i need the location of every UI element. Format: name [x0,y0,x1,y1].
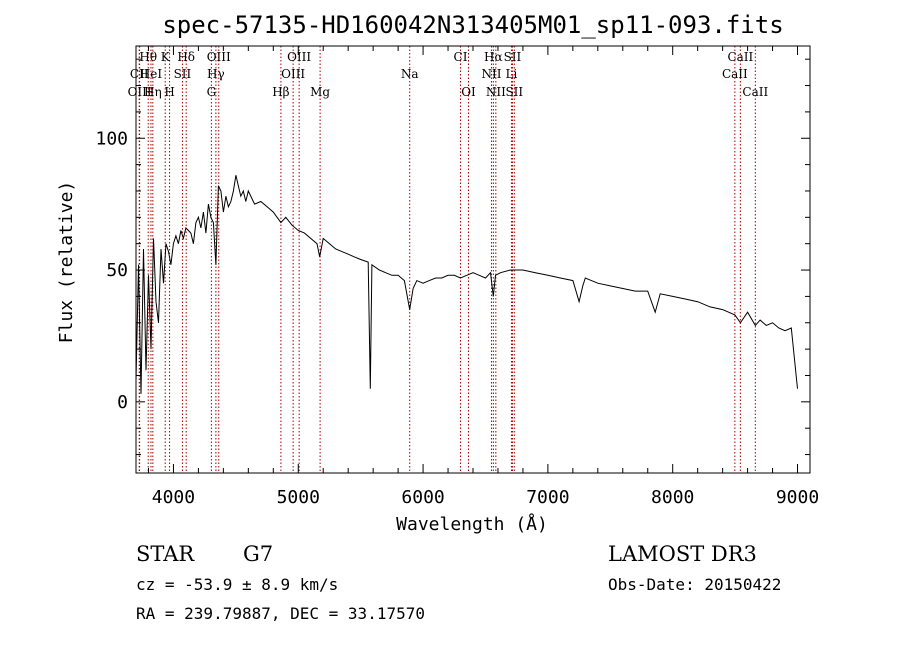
spectral-line-label: Hβ [272,85,289,99]
spectral-line-label: OIII [287,50,311,64]
object-class: STAR [136,542,195,566]
coordinates: RA = 239.79887, DEC = 33.17570 [136,604,425,623]
survey-name: LAMOST DR3 [608,542,757,566]
spectral-line-label: Hδ [177,50,195,64]
spectral-line-label: SII [504,50,522,64]
spectral-line-label: CII [130,67,149,81]
spectral-line-label: Hα [484,50,503,64]
spectrum-series-line [135,175,798,394]
x-axis-label: Wavelength (Å) [396,513,548,535]
spectral-line-label: Li [506,67,518,81]
object-subclass: G7 [243,542,273,566]
spectral-line-label: OIII [128,85,152,99]
spectral-line-label: HeI [140,67,163,81]
axis-ticks: 4000 5000 6000 7000 8000 9000 0 50 100 [95,46,819,508]
y-tick-label: 50 [106,260,128,281]
spectral-line-label: G [207,85,217,99]
spectral-line-label: OIII [207,50,231,64]
observation-date: Obs-Date: 20150422 [608,575,781,594]
x-tick-label: 5000 [277,487,320,508]
spectral-line-label: Hη [144,85,162,99]
spectral-line-label: Na [401,67,419,81]
spectral-line-label: CI [454,50,468,64]
spectral-line-label: NII [481,67,501,81]
spectral-line-label: CaII [742,85,768,99]
x-tick-label: 8000 [651,487,694,508]
spectral-line-label: K [161,50,171,64]
spectral-line-label: Hθ [139,50,157,64]
chart-title: spec-57135-HD160042N313405M01_sp11-093.f… [162,11,783,39]
spectral-line-label: CaII [722,67,748,81]
redshift-cz: cz = -53.9 ± 8.9 km/s [136,575,338,594]
x-tick-label: 4000 [152,487,195,508]
plot-frame [135,45,811,474]
spectral-line-label: OIII [281,67,305,81]
spectral-line-label: SII [174,67,192,81]
spectral-line-label: NII [486,85,506,99]
x-tick-label: 9000 [776,487,819,508]
spectral-line-markers [138,46,756,473]
x-tick-label: 6000 [401,487,444,508]
spectral-line-label: Hγ [207,67,225,81]
spectral-line-label: SII [505,85,523,99]
y-axis-label: Flux (relative) [56,181,77,344]
spectral-line-label: Mg [310,85,330,99]
spectral-line-label: OI [461,85,476,99]
x-tick-label: 7000 [526,487,569,508]
spectral-line-label: H [164,85,174,99]
y-tick-label: 100 [95,128,128,149]
spectral-line-label: CaII [727,50,753,64]
y-tick-label: 0 [117,392,128,413]
